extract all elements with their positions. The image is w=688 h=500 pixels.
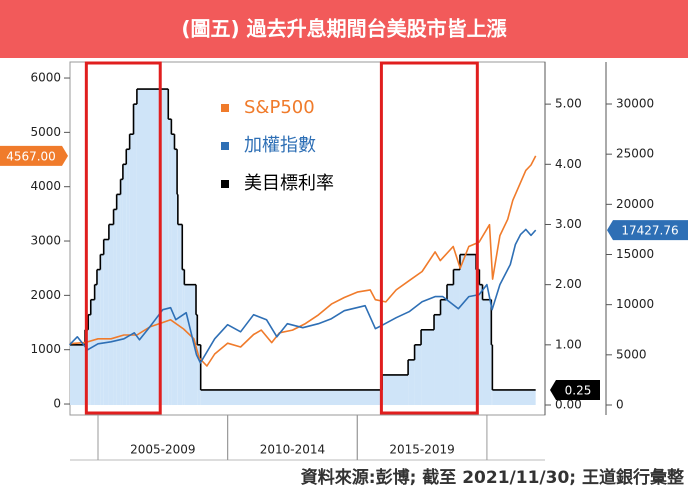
end-value-tag [0, 145, 68, 166]
rate-area [136, 89, 169, 406]
legend-label: 加權指數 [244, 135, 316, 156]
end-value-label: 17427.76 [621, 224, 678, 238]
legend-swatch [221, 104, 229, 112]
rate-area [103, 239, 109, 406]
rate-area [171, 134, 175, 406]
rate-area [116, 194, 121, 406]
rate-area [100, 254, 104, 406]
y2-tick-label: 4.00 [555, 157, 582, 171]
rate-area [197, 344, 201, 406]
rate-area [174, 149, 178, 406]
rate-area [479, 284, 483, 406]
rate-area [382, 374, 409, 406]
y-tick-label: 5000 [30, 125, 61, 139]
y-tick-label: 0 [53, 397, 61, 411]
legend-label: S&P500 [244, 97, 315, 118]
legend-swatch [221, 142, 229, 150]
rate-area [177, 194, 178, 406]
series-line [69, 155, 537, 367]
y2-tick-label: 2.00 [555, 277, 582, 291]
y3-tick-label: 20000 [616, 197, 654, 211]
rate-area [168, 119, 172, 406]
y-tick-label: 2000 [30, 288, 61, 302]
end-value-label: 4567.00 [6, 149, 56, 163]
rate-area [96, 269, 101, 406]
rate-area [434, 314, 441, 406]
rate-area [408, 359, 415, 406]
highlight-box [84, 61, 162, 415]
rate-area [120, 179, 123, 406]
legend-label: 美目標利率 [244, 173, 334, 194]
rate-area [196, 314, 198, 406]
rate-area [421, 329, 435, 406]
rate-area [108, 224, 114, 406]
series-line [68, 228, 537, 364]
y3-tick-label: 0 [616, 397, 624, 411]
y-tick-label: 1000 [30, 342, 61, 356]
highlight-box [379, 61, 479, 415]
source-note: 資料來源:彭博; 截至 2021/11/30; 王道銀行彙整 [301, 467, 684, 488]
rate-area [184, 284, 197, 406]
end-value-tag [550, 379, 600, 400]
x-group-label: 2015-2019 [389, 443, 454, 457]
rate-area [453, 269, 460, 406]
rate-area [129, 134, 134, 406]
x-group-label: 2010-2014 [260, 443, 325, 457]
legend-swatch [221, 180, 229, 188]
y3-tick-label: 5000 [616, 347, 647, 361]
rate-area [133, 104, 137, 406]
y3-tick-label: 10000 [616, 297, 654, 311]
rate-area [492, 389, 536, 406]
rate-area [177, 224, 183, 406]
rate-area [459, 254, 477, 406]
rate-area [90, 299, 95, 406]
end-value-label: 0.25 [565, 383, 592, 397]
title-banner [0, 0, 688, 58]
rate-area [182, 269, 185, 406]
rate-area [200, 389, 383, 406]
rate-area [122, 164, 127, 406]
y3-tick-label: 25000 [616, 147, 654, 161]
rate-area [446, 284, 454, 406]
rate-area [440, 299, 447, 406]
y-tick-label: 4000 [30, 179, 61, 193]
rate-area [414, 344, 422, 406]
rate-area [482, 299, 492, 406]
end-value-tag [607, 220, 688, 241]
y2-tick-label: 1.00 [555, 337, 582, 351]
chart-title: (圖五) 過去升息期間台美股市皆上漲 [181, 17, 507, 41]
y-tick-label: 3000 [30, 234, 61, 248]
rate-area [113, 209, 117, 406]
rate-area [70, 344, 86, 406]
rate-area [88, 314, 91, 406]
y2-tick-label: 5.00 [555, 97, 582, 111]
y2-tick-label: 0.00 [555, 398, 582, 412]
y3-tick-label: 30000 [616, 96, 654, 110]
y2-tick-label: 3.00 [555, 217, 582, 231]
y-tick-label: 6000 [30, 71, 61, 85]
y3-tick-label: 15000 [616, 247, 654, 261]
rate-area [126, 149, 130, 406]
x-group-label: 2005-2009 [130, 443, 195, 457]
